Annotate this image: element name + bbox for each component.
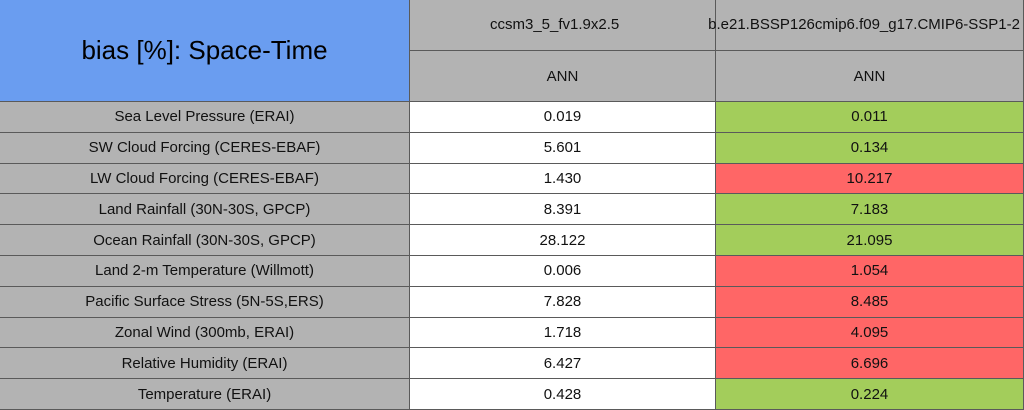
value-cell: 0.006	[410, 256, 716, 287]
row-label: LW Cloud Forcing (CERES-EBAF)	[0, 163, 410, 195]
value-cell: 1.054	[716, 256, 1024, 287]
value-cell: 0.224	[716, 379, 1024, 410]
column-name: b.e21.BSSP126cmip6.f09_g17.CMIP6-SSP1-2	[708, 16, 1020, 33]
value-cell: 5.601	[410, 132, 716, 164]
value-cell: 4.095	[716, 317, 1024, 349]
column-period: ANN	[716, 51, 1024, 102]
row-label: Temperature (ERAI)	[0, 379, 410, 410]
value-cell: 1.718	[410, 317, 716, 349]
row-label: Land 2-m Temperature (Willmott)	[0, 256, 410, 287]
value-cell: 0.011	[716, 102, 1024, 133]
value-cell: 0.134	[716, 132, 1024, 164]
value-cell: 1.430	[410, 163, 716, 195]
table-title: bias [%]: Space-Time	[0, 0, 410, 102]
row-label: SW Cloud Forcing (CERES-EBAF)	[0, 132, 410, 164]
value-cell: 28.122	[410, 225, 716, 256]
value-cell: 7.828	[410, 286, 716, 318]
value-cell: 7.183	[716, 194, 1024, 226]
row-label: Relative Humidity (ERAI)	[0, 348, 410, 380]
row-label: Ocean Rainfall (30N-30S, GPCP)	[0, 225, 410, 256]
value-cell: 8.391	[410, 194, 716, 226]
value-cell: 0.019	[410, 102, 716, 133]
column-header-cell	[716, 0, 1024, 51]
value-cell: 6.427	[410, 348, 716, 380]
value-cell: 0.428	[410, 379, 716, 410]
row-label: Land Rainfall (30N-30S, GPCP)	[0, 194, 410, 226]
column-name: ccsm3_5_fv1.9x2.5	[490, 16, 620, 33]
row-label: Pacific Surface Stress (5N-5S,ERS)	[0, 286, 410, 318]
column-header-cell	[410, 0, 716, 51]
row-label: Sea Level Pressure (ERAI)	[0, 102, 410, 133]
value-cell: 6.696	[716, 348, 1024, 380]
value-cell: 21.095	[716, 225, 1024, 256]
column-period: ANN	[410, 51, 716, 102]
value-cell: 8.485	[716, 286, 1024, 318]
row-label: Zonal Wind (300mb, ERAI)	[0, 317, 410, 349]
value-cell: 10.217	[716, 163, 1024, 195]
